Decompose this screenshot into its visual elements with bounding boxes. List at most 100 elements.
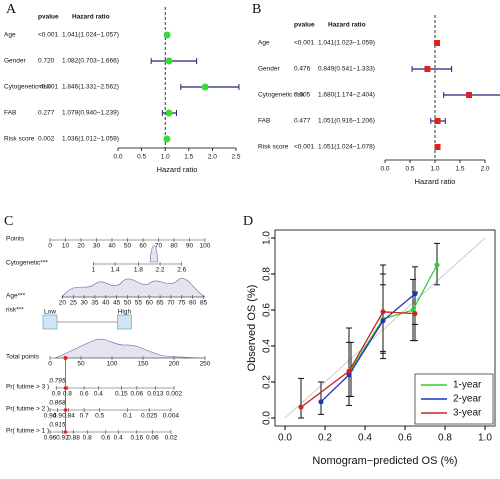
probability-tick-label: 0.7 (80, 413, 89, 420)
variable-label: Cytogenetic*** (6, 260, 48, 267)
x-tick-label: 0.2 (318, 433, 332, 444)
variable-tick-label: 35 (91, 300, 99, 307)
probability-tick-label: 0.004 (163, 413, 180, 420)
hr-point (434, 144, 441, 150)
variable-tick-label: 40 (102, 300, 110, 307)
variable-tick-label: 2.6 (177, 267, 186, 274)
hr-label: 1.680(1.174−2.404) (318, 92, 375, 99)
x-tick-label: 0.5 (137, 154, 146, 161)
probability-tick-label: 0.16 (130, 435, 143, 442)
panel-label: B (252, 2, 261, 17)
hr-point (163, 135, 171, 143)
variable-label: Age*** (6, 293, 26, 300)
row-label: FAB (4, 110, 16, 117)
variable-tick-label: 1 (92, 267, 96, 274)
hr-label: 1.036(1.012−1.059) (62, 136, 119, 143)
p-value: <0.001 (294, 144, 314, 151)
x-tick-label: 2.0 (208, 154, 217, 161)
points-tick-label: 30 (93, 243, 101, 250)
x-tick-label: 0.0 (278, 433, 292, 444)
probability-tick-label: 0.92 (56, 435, 69, 442)
y-tick-label: 0.2 (262, 375, 273, 389)
row-label: Cytogenetic risk (4, 84, 51, 91)
variable-tick-label: 65 (156, 300, 164, 307)
probability-tick-label: 0.025 (141, 413, 158, 420)
y-tick-label: 1.0 (262, 231, 273, 245)
probability-tick-label: 0.96 (44, 435, 57, 442)
probability-tick-label: 0.02 (165, 435, 178, 442)
row-label: Age (258, 40, 270, 47)
probability-tick-label: 0.9 (52, 391, 61, 398)
points-tick-label: 60 (139, 243, 147, 250)
probability-tick-label: 0.94 (44, 413, 57, 420)
x-tick-label: 1.0 (430, 166, 439, 173)
x-axis-label: Nomogram−predicted OS (%) (312, 455, 457, 467)
points-tick-label: 70 (155, 243, 163, 250)
x-axis-label: Hazard ratio (415, 177, 456, 186)
variable-tick-label: 30 (80, 300, 88, 307)
calibration-point (380, 309, 386, 315)
x-tick-label: 0.6 (398, 433, 412, 444)
p-value: 0.002 (38, 136, 55, 143)
x-tick-label: 1.5 (455, 166, 464, 173)
diagonal (284, 237, 486, 419)
probability-tick-label: 0.15 (115, 391, 128, 398)
calibration-point (298, 404, 304, 410)
probability-tick-label: 0.002 (166, 391, 183, 398)
probability-tick-label: 0.6 (101, 435, 110, 442)
hr-point (434, 118, 441, 124)
points-tick-label: 50 (124, 243, 132, 250)
patient-probability-label: 0.795 (49, 378, 66, 385)
risk-category: High (118, 309, 132, 316)
row-label: Risk score (4, 136, 35, 143)
calibration-line (320, 293, 416, 403)
calibration-point (318, 399, 324, 405)
hr-label: 1.041(1.023−1.059) (318, 40, 375, 47)
points-tick-label: 0 (48, 243, 52, 250)
probability-tick-label: 0.1 (123, 413, 132, 420)
calibration-point (380, 318, 386, 324)
total-tick-label: 250 (200, 361, 211, 368)
probability-tick-label: 0.06 (130, 391, 143, 398)
p-value: 0.477 (294, 118, 311, 125)
variable-tick-label: 45 (113, 300, 121, 307)
hr-label: 1.051(0.916−1.206) (318, 118, 375, 125)
x-axis-label: Hazard ratio (157, 165, 198, 174)
probability-tick-label: 0.9 (53, 413, 62, 420)
total-density (54, 338, 206, 359)
total-tick-label: 100 (107, 361, 118, 368)
patient-probability-label: 0.915 (49, 422, 66, 429)
column-header: Hazard ratio (328, 22, 366, 29)
variable-tick-label: 60 (146, 300, 154, 307)
x-tick-label: 0.5 (405, 166, 414, 173)
patient-probability (63, 386, 68, 390)
points-tick-label: 90 (186, 243, 194, 250)
x-tick-label: 0.0 (380, 166, 389, 173)
hr-point (201, 83, 209, 91)
patient-probability (63, 430, 68, 434)
variable-tick-label: 20 (59, 300, 67, 307)
column-header: pvalue (294, 22, 315, 29)
p-value: <0.001 (294, 40, 314, 47)
probability-label: Pr( futime > 2 ) (6, 406, 49, 413)
x-tick-label: 0.8 (438, 433, 452, 444)
probability-tick-label: 0.84 (62, 413, 75, 420)
probability-tick-label: 0.4 (94, 391, 103, 398)
points-label: Points (6, 236, 25, 243)
x-tick-label: 0.0 (113, 154, 122, 161)
probability-tick-label: 0.6 (80, 391, 89, 398)
variable-tick-label: 55 (135, 300, 143, 307)
variable-tick-label: 1.8 (134, 267, 143, 274)
probability-tick-label: 0.4 (114, 435, 123, 442)
x-tick-label: 1.0 (478, 433, 492, 444)
row-label: Risk score (258, 144, 289, 151)
row-label: Gender (258, 66, 281, 73)
hr-point (165, 57, 173, 65)
plot-frame (274, 229, 496, 427)
calibration-point (346, 368, 352, 374)
total-tick-label: 200 (169, 361, 180, 368)
probability-tick-label: 0.88 (67, 435, 80, 442)
total-label: Total points (6, 354, 40, 361)
